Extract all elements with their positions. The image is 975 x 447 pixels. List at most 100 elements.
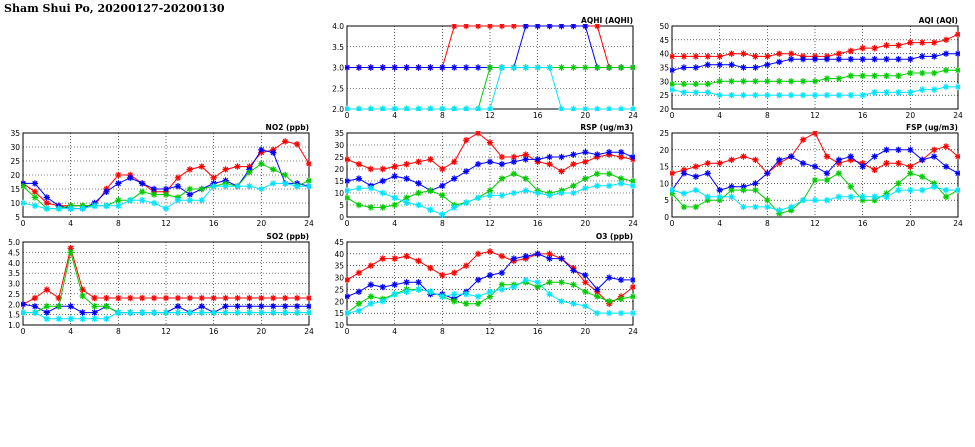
no2-point-cyan — [91, 202, 98, 209]
so2-y-tick-label: 2.5 — [8, 290, 20, 299]
fsp-point-green — [716, 197, 723, 204]
aqhi-point-cyan — [522, 64, 529, 71]
rsp-point-red — [474, 131, 482, 137]
rsp-x-tick-label: 20 — [581, 219, 591, 228]
rsp-point-blue — [379, 177, 386, 185]
o3-y-tick-label: 15 — [334, 309, 344, 318]
aqhi-x-tick-label: 12 — [485, 111, 495, 120]
rsp-point-cyan — [582, 185, 589, 192]
fsp-point-red — [847, 156, 854, 164]
rsp-x-tick-label: 16 — [533, 219, 543, 228]
no2-point-blue — [174, 183, 182, 190]
aqhi-point-cyan — [570, 105, 577, 111]
so2-point-blue — [258, 303, 265, 310]
o3-point-blue — [629, 276, 635, 284]
rsp-point-green — [415, 189, 422, 197]
aqi-point-red — [764, 53, 771, 60]
rsp-point-red — [522, 151, 529, 158]
rsp-point-blue — [522, 156, 529, 163]
o3-point-cyan — [403, 288, 410, 295]
aqhi-point-blue — [403, 64, 410, 71]
rsp-point-blue — [474, 161, 482, 168]
fsp-point-green — [752, 186, 759, 194]
so2-point-red — [43, 286, 51, 293]
aqi-point-red — [704, 53, 711, 60]
no2-point-blue — [270, 149, 277, 156]
rsp-point-green — [570, 182, 577, 189]
so2-point-cyan — [55, 315, 62, 322]
no2-x-tick-label: 4 — [68, 219, 73, 228]
rsp-point-blue — [582, 149, 589, 156]
no2-point-blue — [150, 185, 158, 193]
o3-point-green — [605, 298, 613, 305]
fsp-point-cyan — [823, 197, 831, 204]
aqi-point-green — [776, 78, 783, 85]
aqhi-point-blue — [451, 64, 458, 71]
o3-y-tick-label: 20 — [334, 297, 344, 306]
rsp-point-red — [439, 165, 446, 173]
fsp-point-green — [740, 186, 747, 194]
fsp-point-red — [799, 136, 807, 143]
so2-point-cyan — [258, 309, 265, 316]
aqhi-point-red — [498, 24, 506, 30]
rsp-point-green — [498, 175, 506, 182]
so2-point-cyan — [150, 309, 158, 316]
no2-point-blue — [186, 191, 194, 198]
no2-point-green — [305, 177, 311, 184]
aqhi-point-cyan — [510, 64, 518, 71]
so2-point-green — [67, 249, 74, 256]
aqi-point-green — [954, 67, 960, 74]
so2-point-red — [258, 294, 265, 302]
aqhi-point-green — [594, 64, 601, 71]
aqi-point-blue — [883, 56, 890, 63]
fsp-point-green — [895, 180, 902, 187]
aqhi-point-red — [510, 24, 518, 30]
aqhi-point-green — [582, 64, 589, 71]
aqi-point-cyan — [740, 91, 747, 99]
aqi-point-red — [859, 44, 866, 52]
aqi-point-cyan — [752, 91, 759, 99]
aqi-point-blue — [930, 53, 938, 60]
so2-point-green — [55, 303, 62, 310]
so2-point-blue — [305, 303, 311, 310]
aqhi-title: AQHI (AQHI) — [581, 16, 633, 25]
o3-point-blue — [558, 255, 565, 262]
fsp-point-green — [871, 197, 878, 204]
aqhi-point-cyan — [451, 105, 458, 111]
o3-point-blue — [367, 281, 375, 288]
no2-x-tick-label: 24 — [304, 219, 314, 228]
fsp-point-red — [692, 163, 700, 170]
aqhi-point-red — [594, 24, 601, 30]
rsp-point-green — [367, 204, 375, 211]
no2-point-cyan — [162, 205, 170, 212]
aqhi-point-blue — [345, 64, 351, 71]
o3-point-green — [367, 293, 375, 300]
aqi-point-blue — [954, 50, 960, 57]
o3-point-cyan — [546, 290, 553, 298]
aqi-point-green — [764, 78, 771, 85]
fsp-point-cyan — [799, 197, 807, 204]
no2-point-red — [293, 141, 301, 148]
no2-point-red — [115, 171, 122, 179]
aqhi-point-cyan — [582, 105, 589, 111]
fsp-point-blue — [930, 153, 938, 160]
fsp-point-red — [859, 160, 866, 167]
rsp-point-blue — [510, 158, 518, 165]
fsp-point-blue — [942, 163, 950, 170]
rsp-point-blue — [629, 153, 635, 161]
aqi-point-blue — [919, 53, 926, 60]
aqi-point-blue — [823, 56, 831, 63]
aqhi-point-cyan — [355, 105, 363, 111]
o3-point-green — [546, 279, 553, 286]
no2-y-tick-label: 30 — [10, 143, 20, 152]
rsp-point-blue — [451, 175, 458, 182]
so2-point-cyan — [103, 315, 110, 322]
no2-point-cyan — [234, 183, 241, 190]
so2-y-tick-label: 2.0 — [8, 300, 20, 309]
o3-point-red — [498, 253, 506, 260]
aqi-point-cyan — [859, 91, 866, 99]
aqi-point-red — [716, 53, 723, 60]
aqi-chart: AQI (AQI) 20 25 30 35 40 45 50 0 4 8 12 16 20 24 — [659, 16, 963, 120]
fsp-point-cyan — [716, 193, 723, 201]
o3-point-blue — [345, 293, 351, 300]
